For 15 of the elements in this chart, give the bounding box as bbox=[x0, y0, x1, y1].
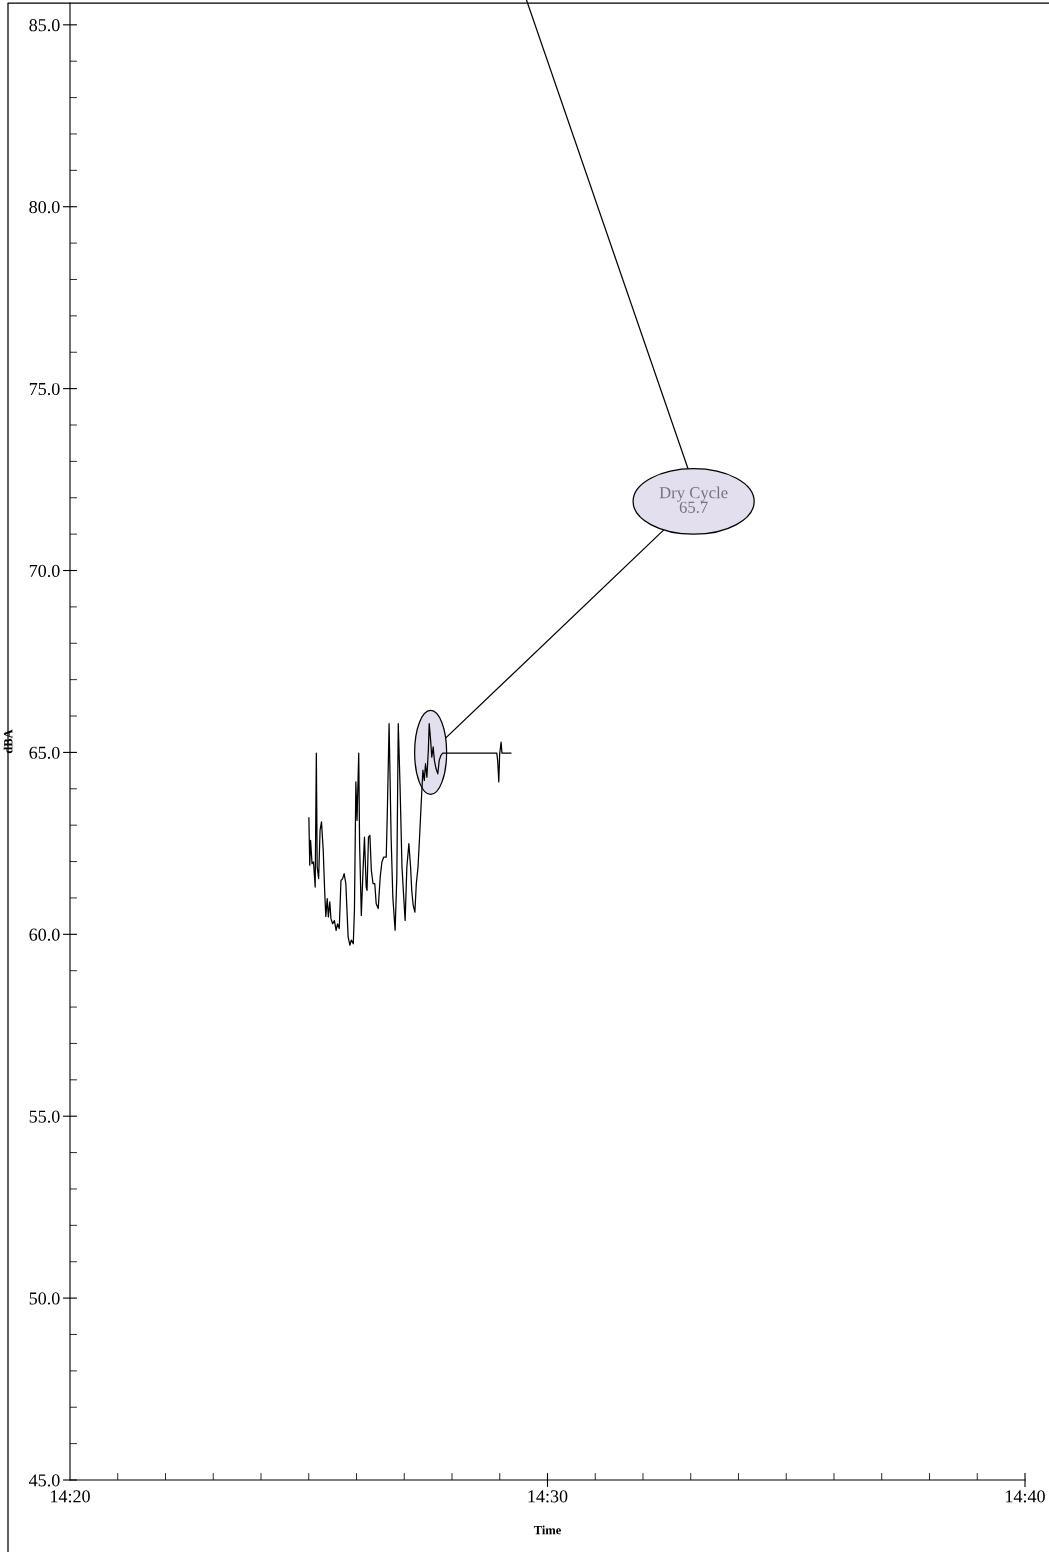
y-tick-label: 50.0 bbox=[29, 1292, 60, 1305]
annotation: Dry Cycle 65.7 bbox=[659, 486, 728, 513]
x-tick-label: 14:30 bbox=[528, 1490, 568, 1503]
y-axis-title: dBA bbox=[3, 729, 13, 754]
y-tick-label: 85.0 bbox=[29, 19, 60, 32]
y-tick-label: 80.0 bbox=[29, 200, 60, 214]
x-tick-label: 14:40 bbox=[1006, 1490, 1045, 1503]
y-tick-label: 75.0 bbox=[29, 382, 60, 396]
y-tick-label: 70.0 bbox=[29, 564, 60, 578]
y-tick-label: 55.0 bbox=[29, 1110, 60, 1123]
y-tick-label: 45.0 bbox=[29, 1474, 60, 1487]
y-tick-label: 60.0 bbox=[29, 928, 60, 941]
x-axis-title: Time bbox=[533, 1525, 561, 1535]
y-tick-label: 65.0 bbox=[29, 746, 60, 759]
x-tick-label: 14:20 bbox=[51, 1490, 90, 1503]
